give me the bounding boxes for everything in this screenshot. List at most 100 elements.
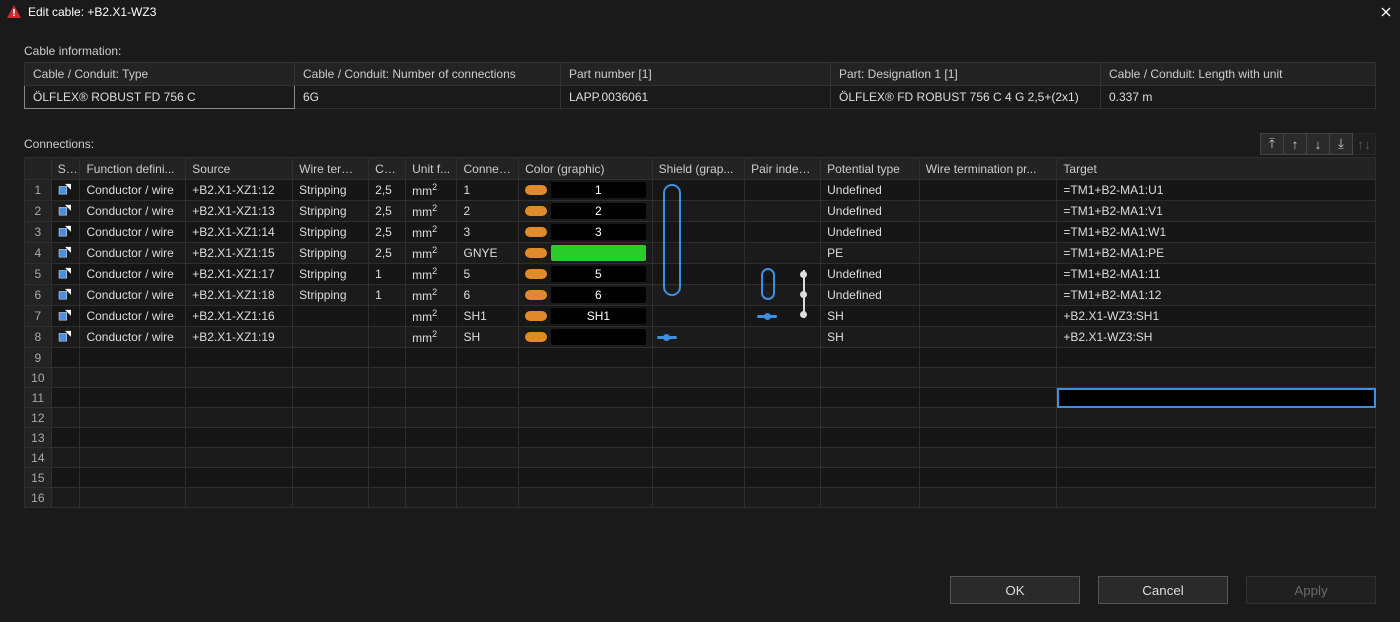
cell-shield[interactable] (652, 408, 744, 428)
cancel-button[interactable]: Cancel (1098, 576, 1228, 604)
cell-source[interactable] (186, 488, 293, 508)
table-row[interactable]: 6Conductor / wire+B2.X1-XZ1:18Stripping1… (25, 285, 1376, 306)
table-row[interactable]: 9 (25, 348, 1376, 368)
cell-shield[interactable] (652, 222, 744, 243)
cell-unit[interactable] (406, 368, 457, 388)
cell-func[interactable]: Conductor / wire (80, 264, 186, 285)
cell-wire_term_proc[interactable] (919, 222, 1057, 243)
cell-cross[interactable] (369, 468, 406, 488)
column-header-unit[interactable]: Unit f... (406, 158, 457, 180)
cell-status[interactable] (51, 488, 80, 508)
cell-cross[interactable] (369, 488, 406, 508)
cell-source[interactable]: +B2.X1-XZ1:19 (186, 327, 293, 348)
cell-target[interactable] (1057, 428, 1376, 448)
cell-rownum[interactable]: 6 (25, 285, 52, 306)
cell-unit[interactable]: mm2 (406, 285, 457, 306)
cell-shield[interactable] (652, 285, 744, 306)
cell-rownum[interactable]: 11 (25, 388, 52, 408)
cell-source[interactable]: +B2.X1-XZ1:16 (186, 306, 293, 327)
cell-cross[interactable]: 2,5 (369, 201, 406, 222)
cell-rownum[interactable]: 5 (25, 264, 52, 285)
cell-unit[interactable]: mm2 (406, 222, 457, 243)
cell-func[interactable]: Conductor / wire (80, 327, 186, 348)
cell-shield[interactable] (652, 306, 744, 327)
cell-wire_term[interactable]: Stripping (293, 201, 369, 222)
cell-color[interactable] (519, 348, 653, 368)
cell-color[interactable]: SH1 (519, 306, 653, 327)
cell-potential[interactable] (821, 428, 920, 448)
table-row[interactable]: 11 (25, 388, 1376, 408)
cell-source[interactable]: +B2.X1-XZ1:13 (186, 201, 293, 222)
info-header-length[interactable]: Cable / Conduit: Length with unit (1101, 63, 1376, 86)
cell-pair[interactable] (745, 201, 821, 222)
cell-conn[interactable]: 1 (457, 180, 519, 201)
cell-shield[interactable] (652, 468, 744, 488)
cell-pair[interactable] (745, 348, 821, 368)
info-header-partno[interactable]: Part number [1] (561, 63, 831, 86)
cell-potential[interactable]: SH (821, 306, 920, 327)
cell-wire_term[interactable]: Stripping (293, 264, 369, 285)
cell-func[interactable]: Conductor / wire (80, 285, 186, 306)
cell-shield[interactable] (652, 388, 744, 408)
cell-conn[interactable] (457, 488, 519, 508)
cell-target[interactable] (1057, 348, 1376, 368)
cell-wire_term[interactable] (293, 327, 369, 348)
table-row[interactable]: 2Conductor / wire+B2.X1-XZ1:13Stripping2… (25, 201, 1376, 222)
cell-status[interactable] (51, 327, 80, 348)
cell-pair[interactable] (745, 243, 821, 264)
cell-potential[interactable] (821, 488, 920, 508)
cell-conn[interactable]: SH1 (457, 306, 519, 327)
cell-color[interactable]: 1 (519, 180, 653, 201)
cell-rownum[interactable]: 4 (25, 243, 52, 264)
cell-unit[interactable]: mm2 (406, 306, 457, 327)
column-header-status[interactable]: Sta... (51, 158, 80, 180)
move-up-button[interactable]: ↑ (1283, 133, 1307, 155)
cell-rownum[interactable]: 8 (25, 327, 52, 348)
cell-cross[interactable] (369, 348, 406, 368)
cell-color[interactable] (519, 368, 653, 388)
cell-source[interactable]: +B2.X1-XZ1:12 (186, 180, 293, 201)
cell-conn[interactable] (457, 388, 519, 408)
cell-cross[interactable]: 2,5 (369, 243, 406, 264)
cell-rownum[interactable]: 16 (25, 488, 52, 508)
close-button[interactable] (1378, 4, 1394, 20)
cell-wire_term[interactable] (293, 428, 369, 448)
cell-cross[interactable]: 1 (369, 264, 406, 285)
info-value-desig[interactable]: ÖLFLEX® FD ROBUST 756 C 4 G 2,5+(2x1) (831, 86, 1101, 109)
table-row[interactable]: 8Conductor / wire+B2.X1-XZ1:19mm2SHSH+B2… (25, 327, 1376, 348)
cell-target[interactable] (1057, 488, 1376, 508)
cell-pair[interactable] (745, 285, 821, 306)
cell-conn[interactable]: 5 (457, 264, 519, 285)
cell-rownum[interactable]: 10 (25, 368, 52, 388)
cell-func[interactable]: Conductor / wire (80, 306, 186, 327)
cell-wire_term[interactable]: Stripping (293, 285, 369, 306)
cell-target[interactable] (1057, 388, 1376, 408)
cell-wire_term_proc[interactable] (919, 348, 1057, 368)
cell-status[interactable] (51, 348, 80, 368)
table-row[interactable]: 16 (25, 488, 1376, 508)
cell-pair[interactable] (745, 368, 821, 388)
cell-source[interactable]: +B2.X1-XZ1:18 (186, 285, 293, 306)
table-row[interactable]: 15 (25, 468, 1376, 488)
cell-wire_term[interactable] (293, 408, 369, 428)
table-row[interactable]: 12 (25, 408, 1376, 428)
cell-status[interactable] (51, 201, 80, 222)
cell-cross[interactable] (369, 448, 406, 468)
cell-status[interactable] (51, 388, 80, 408)
table-row[interactable]: 14 (25, 448, 1376, 468)
cell-target[interactable]: =TM1+B2-MA1:11 (1057, 264, 1376, 285)
cell-color[interactable]: 6 (519, 285, 653, 306)
cell-potential[interactable] (821, 468, 920, 488)
column-header-target[interactable]: Target (1057, 158, 1376, 180)
cell-cross[interactable]: 2,5 (369, 180, 406, 201)
cell-source[interactable]: +B2.X1-XZ1:17 (186, 264, 293, 285)
cell-wire_term[interactable]: Stripping (293, 243, 369, 264)
cell-color[interactable] (519, 327, 653, 348)
cell-status[interactable] (51, 468, 80, 488)
cell-wire_term[interactable] (293, 448, 369, 468)
cell-conn[interactable]: GNYE (457, 243, 519, 264)
cell-wire_term_proc[interactable] (919, 306, 1057, 327)
cell-color[interactable] (519, 243, 653, 264)
cell-target[interactable] (1057, 408, 1376, 428)
cell-shield[interactable] (652, 243, 744, 264)
